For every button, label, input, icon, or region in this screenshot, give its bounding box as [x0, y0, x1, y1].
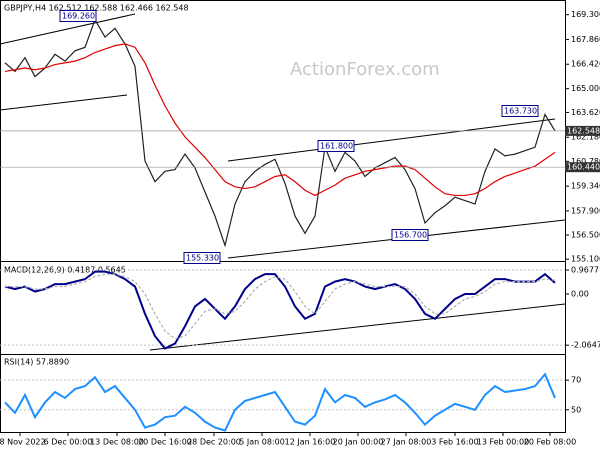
annotation-box — [59, 10, 97, 22]
x-tick-label: 20 Jan 00:00 — [333, 438, 384, 447]
series-line — [4, 43, 556, 197]
series-line — [5, 273, 556, 340]
x-tick-label: 3 Feb 16:00 — [431, 438, 478, 447]
x-tick-label: 5 Jan 08:00 — [239, 438, 285, 447]
annotation-box — [391, 229, 429, 241]
annotation: 155.330 — [186, 254, 219, 263]
y-tick-label: 155.100 — [571, 255, 600, 264]
price-label: 160.440 — [567, 163, 600, 172]
y-tick-label: -2.0647 — [571, 341, 600, 350]
price-box — [565, 162, 600, 173]
series-line — [4, 18, 556, 248]
series-line — [4, 372, 556, 432]
y-tick-label: 162.180 — [571, 133, 600, 142]
price-label: 162.548 — [567, 126, 600, 135]
y-tick-label: 157.900 — [571, 206, 600, 215]
annotation: 169.260 — [62, 12, 95, 21]
price-box — [565, 125, 600, 136]
x-tick-label: 28 Nov 2022 — [0, 438, 46, 447]
annotation: 156.700 — [394, 231, 427, 240]
y-tick-label: 160.780 — [571, 157, 600, 166]
annotation-box — [183, 252, 221, 264]
x-tick-label: 20 Dec 16:00 — [138, 438, 192, 447]
annotation: 161.800 — [320, 142, 353, 151]
annotation-box — [317, 140, 355, 152]
y-tick-label: 167.860 — [571, 35, 600, 44]
rsi-title: RSI(14) 57.8890 — [4, 358, 69, 367]
y-tick-label: 166.420 — [571, 60, 600, 69]
x-tick-label: 12 Jan 16:00 — [285, 438, 336, 447]
annotation: 163.730 — [504, 107, 537, 116]
y-tick-label: 50 — [571, 405, 581, 414]
x-tick-label: 27 Jan 08:00 — [381, 438, 432, 447]
y-tick-label: 0.9677 — [571, 265, 599, 274]
watermark: ActionForex.com — [290, 59, 440, 80]
y-tick-label: 0.00 — [571, 289, 589, 298]
y-tick-label: 70 — [571, 376, 581, 385]
chart-title: GBPJPY,H4 162.512 162.588 162.466 162.54… — [4, 4, 189, 13]
annotation-box — [501, 105, 539, 117]
trend-line — [227, 118, 556, 162]
trend-line — [0, 94, 128, 111]
x-tick-label: 28 Dec 20:00 — [187, 438, 241, 447]
x-tick-label: 13 Dec 08:00 — [90, 438, 144, 447]
y-tick-label: 165.000 — [571, 84, 600, 93]
series-line — [4, 270, 556, 350]
x-tick-label: 20 Feb 08:00 — [524, 438, 576, 447]
x-tick-label: 13 Feb 00:00 — [477, 438, 529, 447]
trend-line — [0, 13, 136, 45]
y-tick-label: 159.340 — [571, 182, 600, 191]
y-tick-label: 163.620 — [571, 108, 600, 117]
trend-line — [149, 303, 566, 351]
x-tick-label: 6 Dec 00:00 — [44, 438, 93, 447]
frame — [0, 0, 566, 433]
y-tick-label: 156.500 — [571, 231, 600, 240]
y-tick-label: 169.300 — [571, 10, 600, 19]
